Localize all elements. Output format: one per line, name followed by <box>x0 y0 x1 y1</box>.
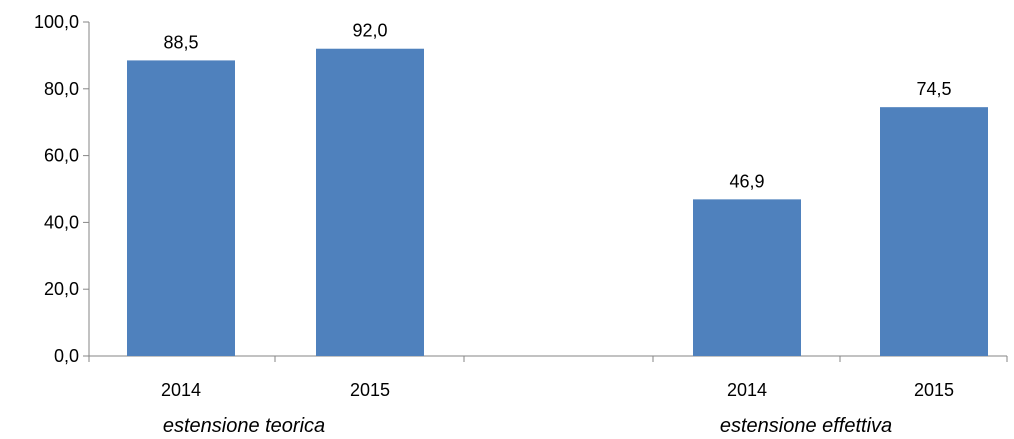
group-label: estensione effettiva <box>720 415 892 437</box>
x-tick-label: 2014 <box>727 380 767 400</box>
y-tick-label: 60,0 <box>44 146 79 166</box>
group-label: estensione teorica <box>163 415 325 437</box>
y-tick-label: 40,0 <box>44 212 79 232</box>
y-tick-label: 0,0 <box>54 346 79 366</box>
y-tick-label: 100,0 <box>34 12 79 32</box>
bar <box>693 199 801 356</box>
bar <box>880 107 988 356</box>
x-tick-label: 2015 <box>350 380 390 400</box>
data-label: 88,5 <box>163 32 198 52</box>
axes: 0,0 20,0 40,0 60,0 80,0 100,0 <box>34 12 1008 366</box>
x-tick-label: 2015 <box>914 380 954 400</box>
y-tick-label: 80,0 <box>44 79 79 99</box>
data-label: 92,0 <box>352 21 387 41</box>
data-label: 46,9 <box>729 171 764 191</box>
labels: 88,5 2014 92,0 2015 estensione teorica 46,9 20… <box>161 21 954 437</box>
y-tick-label: 20,0 <box>44 279 79 299</box>
x-tick-label: 2014 <box>161 380 201 400</box>
bars <box>127 48 988 356</box>
data-label: 74,5 <box>916 79 951 99</box>
bar <box>316 48 424 356</box>
bar <box>127 60 235 356</box>
